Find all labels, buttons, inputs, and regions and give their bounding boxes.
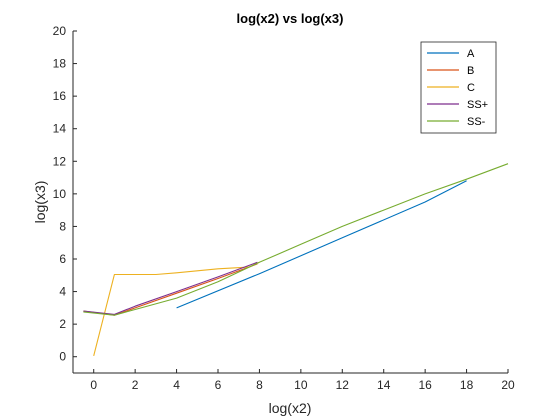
- x-tick-label: 18: [460, 378, 474, 392]
- series-line-a: [176, 180, 467, 309]
- y-tick-label: 6: [59, 252, 66, 266]
- legend-label: C: [467, 82, 475, 94]
- y-tick-label: 2: [59, 317, 66, 331]
- y-tick-label: 0: [59, 350, 66, 364]
- legend: ABC SS+ SS-: [420, 41, 497, 134]
- series-line-c: [93, 261, 260, 357]
- chart-title: log(x2) vs log(x3): [237, 11, 344, 26]
- x-tick-label: 8: [256, 378, 263, 392]
- y-tick-label: 10: [53, 187, 67, 201]
- x-tick-label: 20: [501, 378, 515, 392]
- y-tick-label: 4: [59, 285, 66, 299]
- y-tick-label: 20: [53, 24, 67, 38]
- x-tick-label: 16: [418, 378, 432, 392]
- series-line-ssminus: [83, 163, 509, 316]
- y-tick-label: 14: [53, 122, 67, 136]
- x-tick-label: 6: [215, 378, 222, 392]
- x-tick-label: 12: [336, 378, 350, 392]
- y-axis-label: log(x3): [32, 181, 48, 224]
- y-tick-label: 12: [53, 154, 67, 168]
- legend-label: SS+: [467, 99, 488, 111]
- legend-label: A: [467, 48, 475, 60]
- plot-area: 0 2 4 6 8 10 12 14 16 18 20 0 2 4 6 8 10 12 14 16 18 20: [53, 24, 515, 392]
- series-line-ssplus: [83, 261, 258, 315]
- x-tick-label: 4: [173, 378, 180, 392]
- legend-label: B: [467, 65, 474, 77]
- y-tick-label: 16: [53, 89, 67, 103]
- x-tick-label: 2: [132, 378, 139, 392]
- legend-label: SS-: [467, 116, 486, 128]
- y-tick-label: 8: [59, 219, 66, 233]
- x-tick-label: 0: [90, 378, 97, 392]
- y-tick-label: 18: [53, 57, 67, 71]
- x-tick-label: 10: [294, 378, 308, 392]
- x-tick-label: 14: [377, 378, 391, 392]
- x-axis-label: log(x2): [269, 400, 312, 416]
